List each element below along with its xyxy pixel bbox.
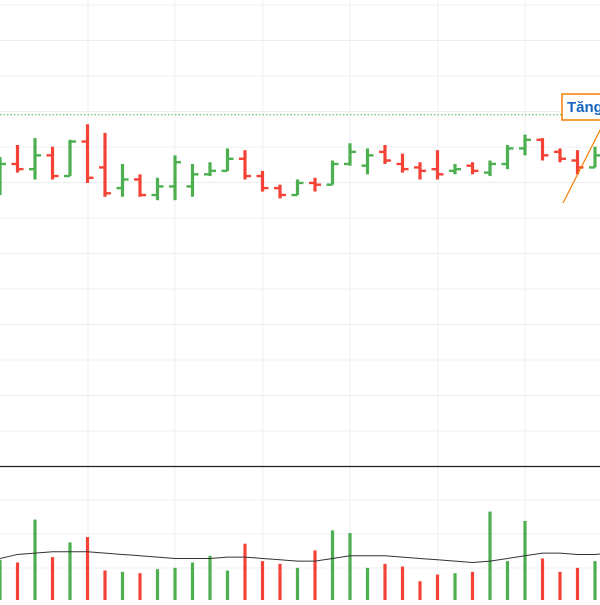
annotation-box [561,93,600,121]
volume-bar [488,511,492,600]
volume-bar [173,567,177,600]
volume-bar [190,562,195,600]
price-panel [0,114,600,201]
volume-bar [295,567,300,600]
annotation-label: Tăng [567,99,600,116]
ohlc-bar [81,124,94,183]
volume-bar [155,569,160,600]
volume-bar [68,542,72,600]
volume-bar [383,563,387,600]
volume-bar [120,571,125,600]
volume-bar [50,557,55,600]
volume-bar [505,561,510,600]
volume-bar [313,550,317,600]
volume-bar [330,530,335,600]
ohlc-bar [571,150,584,175]
ohlc-bar [186,163,199,197]
volume-bar [365,567,370,600]
ohlc-bar [309,177,321,192]
annotation-leader-line [562,128,600,204]
volume-bar [540,558,545,600]
ohlc-bar [519,134,531,156]
ohlc-bar [291,179,304,197]
volume-bar [453,573,457,600]
volume-bar [418,581,422,600]
ohlc-bar [64,139,76,178]
ohlc-bar [99,132,111,197]
ohlc-bar [46,146,59,180]
ohlc-bar [239,150,251,180]
ohlc-bar [501,144,514,170]
ohlc-bar [134,174,146,197]
ohlc-bar [396,153,409,173]
ohlc-bar [484,160,496,177]
ohlc-bar [0,157,6,196]
ohlc-bar [204,162,216,177]
ohlc-bar [589,146,600,169]
ohlc-bar [431,150,444,180]
ohlc-bar [11,144,24,173]
ohlc-bar [379,144,391,164]
ohlc-bar [169,155,181,201]
volume-bar [575,567,580,600]
ohlc-bar [466,162,479,175]
ohlc-bar [221,148,234,173]
volume-bar [523,520,527,600]
volume-bar [138,573,142,600]
ohlc-bar [554,148,566,163]
ohlc-bar [536,138,549,161]
volume-bar [0,559,2,600]
volume-bar [208,555,212,600]
volume-bar [103,570,107,600]
volume-panel [0,511,600,600]
volume-bar [278,563,282,600]
volume-bar [593,561,597,600]
volume-bar [33,519,37,600]
ohlc-bar [326,160,339,186]
volume-bar [470,571,475,600]
volume-bar [225,570,230,600]
ohlc-bar [449,163,461,175]
ohlc-bar [414,162,426,180]
volume-bar [85,537,90,600]
volume-bar [348,533,352,600]
volume-average-line [0,551,600,563]
ohlc-bar [256,170,269,192]
ohlc-bar [361,148,374,175]
volume-bar [243,543,247,600]
ohlc-bar [116,163,129,197]
ohlc-bar [344,143,356,166]
ohlc-bar [151,177,164,201]
volume-bar [260,561,265,600]
volume-bar [435,574,440,600]
volume-bar [558,571,562,600]
volume-bar [15,562,20,600]
ohlc-bar [274,184,286,199]
annotation[interactable]: Tăng [561,71,600,204]
volume-bar [400,566,405,600]
ohlc-bar [29,138,41,180]
